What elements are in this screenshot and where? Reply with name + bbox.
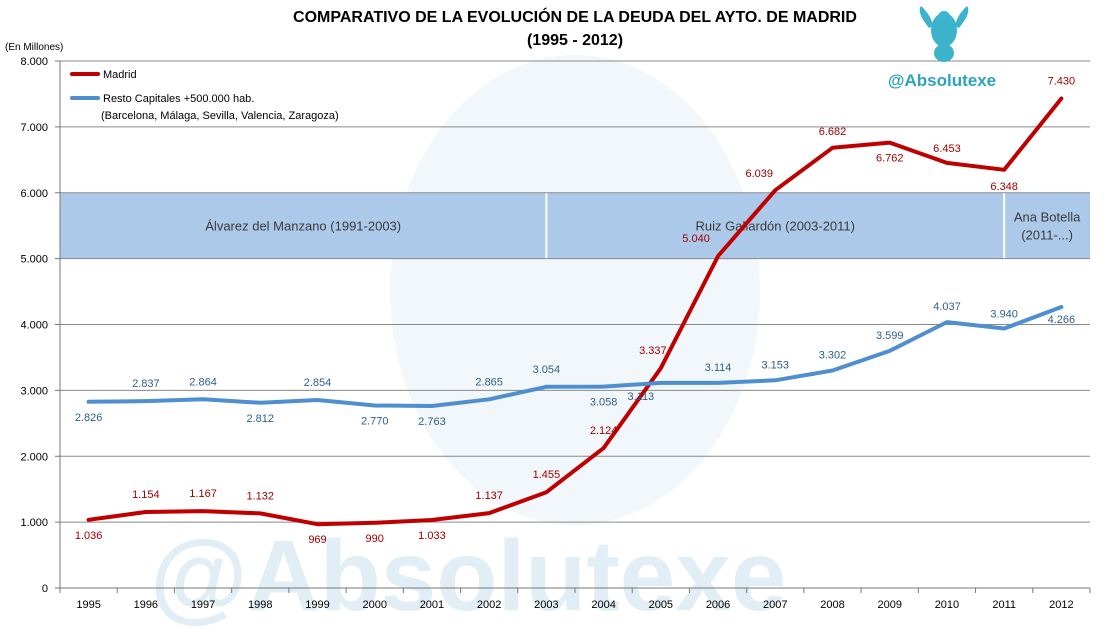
legend-label-madrid: Madrid xyxy=(103,69,137,81)
series-line-resto xyxy=(86,305,1064,408)
data-label-madrid: 1.455 xyxy=(533,469,561,481)
x-tick-label: 1996 xyxy=(134,599,158,611)
watermark-text: @Absolutexe xyxy=(150,520,787,629)
x-tick-label: 2000 xyxy=(362,599,386,611)
x-tick-label: 2007 xyxy=(763,599,787,611)
data-label-madrid: 6.762 xyxy=(876,153,904,165)
x-tick-label: 1999 xyxy=(305,599,329,611)
data-label-resto: 3.114 xyxy=(705,362,732,374)
y-tick-label: 3.000 xyxy=(20,385,48,397)
y-tick-label: 7.000 xyxy=(20,122,48,134)
y-tick-label: 8.000 xyxy=(20,56,48,68)
y-tick-label: 5.000 xyxy=(20,254,48,266)
data-label-madrid: 990 xyxy=(366,533,384,545)
griffin-icon xyxy=(919,6,969,62)
y-tick-label: 6.000 xyxy=(20,188,48,200)
watermark-emblem xyxy=(390,55,760,525)
data-label-resto: 2.770 xyxy=(361,416,389,428)
data-label-resto: 2.864 xyxy=(189,376,217,388)
legend-label-resto-cities: (Barcelona, Málaga, Sevilla, Valencia, Z… xyxy=(101,110,339,122)
y-axis-unit: (En Millones) xyxy=(5,42,63,53)
period-band-fill xyxy=(60,192,1090,259)
data-label-madrid: 1.132 xyxy=(247,490,275,502)
data-label-madrid: 6.039 xyxy=(746,168,774,180)
series-line-madrid xyxy=(86,96,1064,527)
data-label-resto: 3.940 xyxy=(990,308,1018,320)
data-label-resto: 3.058 xyxy=(590,397,618,409)
legend: Madrid Resto Capitales +500.000 hab. (Ba… xyxy=(70,69,339,122)
x-tick-label: 1997 xyxy=(191,599,215,611)
x-tick-label: 2006 xyxy=(706,599,730,611)
y-tick-label: 2.000 xyxy=(20,451,48,463)
data-label-madrid: 6.453 xyxy=(933,143,961,155)
data-label-madrid: 5.040 xyxy=(682,233,710,245)
data-label-resto: 3.599 xyxy=(876,330,904,342)
x-tick-label: 2003 xyxy=(534,599,558,611)
data-label-madrid: 1.033 xyxy=(418,530,446,542)
data-label-resto: 4.037 xyxy=(933,301,961,313)
data-label-resto: 3.302 xyxy=(819,349,847,361)
data-label-resto: 2.865 xyxy=(475,376,503,388)
data-label-resto: 4.266 xyxy=(1048,314,1076,326)
period-label: (2011-...) xyxy=(1021,228,1073,243)
x-tick-label: 2009 xyxy=(877,599,901,611)
y-tick-label: 1.000 xyxy=(20,517,48,529)
y-tick-label: 0 xyxy=(42,583,48,595)
period-band: Álvarez del Manzano (1991-2003) Ruiz Gall… xyxy=(60,192,1090,259)
x-tick-label: 2002 xyxy=(477,599,501,611)
watermark: @Absolutexe xyxy=(150,55,787,629)
data-label-madrid: 6.348 xyxy=(990,181,1018,193)
data-label-resto: 3.153 xyxy=(762,359,790,371)
data-label-madrid: 6.682 xyxy=(819,126,847,138)
data-label-resto: 2.826 xyxy=(75,412,103,424)
data-label-resto: 2.837 xyxy=(132,378,160,390)
data-labels: 1.036 1.154 1.167 1.132 969 990 1.033 1.137 1.45… xyxy=(75,76,1075,547)
data-label-resto: 3.113 xyxy=(627,391,654,403)
brand-logo: @Absolutexe xyxy=(888,6,996,90)
x-tick-label: 2012 xyxy=(1049,599,1073,611)
x-tick-label: 1995 xyxy=(76,599,100,611)
period-label: Ruiz Gallardón (2003-2011) xyxy=(696,219,855,234)
x-tick-label: 2001 xyxy=(420,599,444,611)
chart-title-line1: COMPARATIVO DE LA EVOLUCIÓN DE LA DEUDA … xyxy=(293,7,857,26)
x-tick-label: 2004 xyxy=(591,599,615,611)
legend-label-resto: Resto Capitales +500.000 hab. xyxy=(103,93,254,105)
data-label-resto: 3.054 xyxy=(533,364,561,376)
data-label-madrid: 7.430 xyxy=(1048,76,1076,88)
x-tick-label: 2010 xyxy=(935,599,959,611)
period-label: Ana Botella xyxy=(1014,210,1081,225)
period-label: Álvarez del Manzano (1991-2003) xyxy=(205,219,401,234)
y-tick-label: 4.000 xyxy=(20,320,48,332)
x-tick-label: 2008 xyxy=(820,599,844,611)
data-label-madrid: 1.154 xyxy=(132,489,160,501)
chart-title-line2: (1995 - 2012) xyxy=(527,32,623,49)
data-label-madrid: 969 xyxy=(308,534,326,546)
data-label-madrid: 2.124 xyxy=(590,425,618,437)
x-tick-label: 2005 xyxy=(649,599,673,611)
data-label-madrid: 1.167 xyxy=(189,488,217,500)
brand-handle: @Absolutexe xyxy=(888,71,996,90)
series-group xyxy=(86,96,1064,527)
data-label-resto: 2.854 xyxy=(304,377,332,389)
data-label-madrid: 3.337 xyxy=(639,345,667,357)
data-label-resto: 2.763 xyxy=(418,416,446,428)
x-tick-label: 2011 xyxy=(992,599,1016,611)
data-label-resto: 2.812 xyxy=(247,413,275,425)
data-label-madrid: 1.036 xyxy=(75,530,103,542)
x-tick-label: 1998 xyxy=(248,599,272,611)
data-label-madrid: 1.137 xyxy=(475,490,503,502)
axes: 0 1.000 2.000 3.000 4.000 5.000 6.000 7.000 8.00… xyxy=(20,56,1091,611)
